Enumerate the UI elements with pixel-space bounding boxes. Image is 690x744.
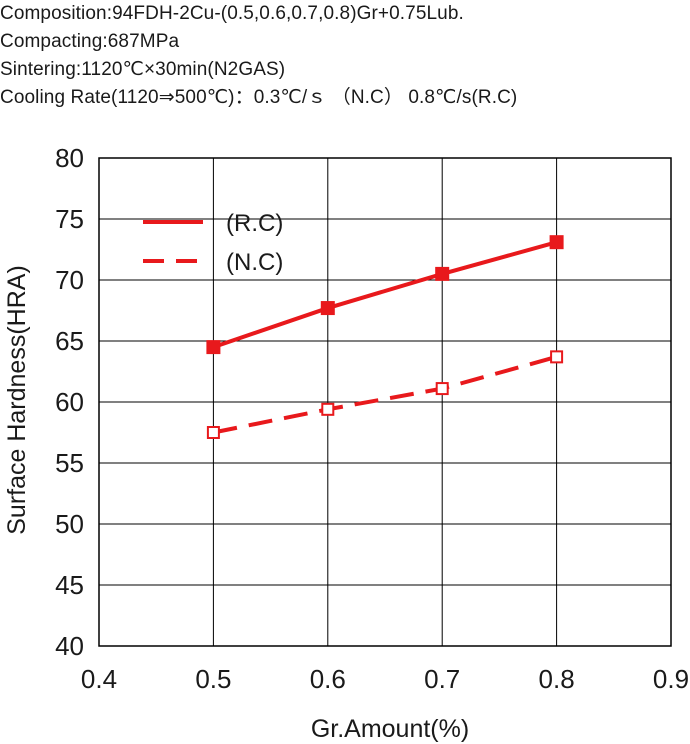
data-point-nc [206, 426, 220, 439]
compacting-text: Compacting:687MPa [0, 31, 180, 52]
cooling-rate-text: Cooling Rate(1120⇒500℃)：0.3℃/ｓ （N.C） 0.8… [0, 87, 518, 108]
composition-text: Composition:94FDH-2Cu-(0.5,0.6,0.7,0.8)G… [0, 3, 464, 24]
data-point-rc [435, 266, 450, 281]
tick-labels: 40 45 50 55 60 65 70 75 80 0.4 0.5 0.6 0.7 0.8 0.9 [55, 143, 689, 694]
chart-conditions: Composition:94FDH-2Cu-(0.5,0.6,0.7,0.8)G… [0, 0, 690, 112]
legend-label: (N.C) [226, 249, 283, 276]
data-point-rc [206, 340, 221, 355]
data-point-nc [321, 402, 335, 416]
x-tick-label: 0.9 [653, 664, 689, 694]
y-tick-label: 70 [55, 265, 84, 295]
x-tick-label: 0.5 [195, 664, 231, 694]
plot-frame [98, 157, 672, 647]
sintering-text: Sintering:1120℃×30min(N2GAS) [0, 59, 286, 80]
data-series [206, 235, 564, 439]
y-tick-label: 75 [55, 204, 84, 234]
y-tick-label: 45 [55, 570, 84, 600]
data-point-nc [435, 382, 449, 396]
legend: (R.C) (N.C) [143, 210, 283, 276]
grid [98, 157, 672, 647]
series-line-nc [213, 354, 558, 435]
series-line-rc [212, 240, 558, 349]
x-tick-label: 0.6 [310, 664, 346, 694]
y-tick-label: 50 [55, 509, 84, 539]
x-tick-label: 0.7 [424, 664, 460, 694]
legend-label: (R.C) [226, 210, 283, 237]
data-point-rc [320, 301, 335, 316]
y-axis-title: Surface Hardness(HRA) [3, 265, 31, 535]
y-tick-label: 55 [55, 448, 84, 478]
data-point-rc [549, 235, 564, 250]
y-tick-label: 65 [55, 326, 84, 356]
x-tick-label: 0.4 [81, 664, 117, 694]
y-tick-label: 80 [55, 143, 84, 173]
y-tick-label: 40 [55, 631, 84, 661]
x-tick-label: 0.8 [539, 664, 575, 694]
x-axis-title: Gr.Amount(%) [311, 715, 469, 743]
data-point-nc [550, 350, 564, 364]
y-tick-label: 60 [55, 387, 84, 417]
